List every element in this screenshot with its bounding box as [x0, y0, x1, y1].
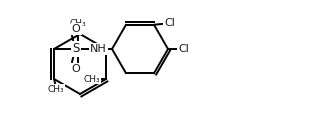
Text: CH₃: CH₃: [48, 84, 64, 93]
Text: NH: NH: [90, 44, 106, 54]
Text: Cl: Cl: [179, 44, 189, 54]
Text: O: O: [72, 64, 81, 74]
Text: Cl: Cl: [165, 18, 175, 28]
Text: S: S: [72, 42, 80, 56]
Text: CH₃: CH₃: [84, 74, 100, 83]
Text: O: O: [72, 24, 81, 34]
Text: CH₃: CH₃: [70, 19, 86, 29]
